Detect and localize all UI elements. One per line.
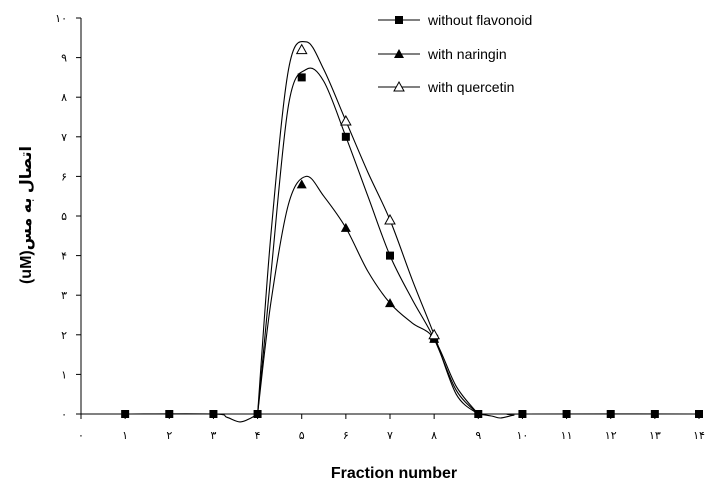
x-tick-label: ۱۱ [561,429,573,442]
y-tick-label: ۳ [61,289,67,302]
legend-label: with quercetin [427,79,514,95]
series-curve [125,413,258,423]
legend-label: without flavonoid [427,12,532,28]
x-tick-label: ۱ [122,429,128,442]
data-point-square [165,410,174,418]
data-point-square [695,410,703,418]
x-tick-label: ۲ [166,429,172,442]
legend-item-with-quercetin: with quercetin [378,79,514,95]
series-curve [478,413,700,419]
series-curves [125,41,700,423]
legend-label: with naringin [427,46,507,62]
x-tick-label: ۵ [299,429,305,442]
data-point-square [209,410,218,418]
data-point-open-triangle [340,114,352,126]
y-axis-ticks: ۰ ۱ ۲ ۳ ۴ ۵ ۶ ۷ ۸ ۹ ۱۰ [55,12,81,421]
y-tick-label: ۱۰ [55,12,67,25]
data-point-square [121,410,130,418]
x-tick-label: ۰ [78,429,84,442]
x-axis-ticks: ۰ ۱ ۲ ۳ ۴ ۵ ۶ ۷ ۸ ۹ ۱۰ ۱۱ ۱۲ ۱۳ ۱۴ [78,414,705,442]
legend: without flavonoid with naringin with que… [378,12,532,95]
data-point-open-triangle [428,328,440,340]
legend-item-without-flavonoid: without flavonoid [378,12,532,28]
x-tick-label: ۳ [210,429,216,442]
data-point-triangle [296,179,307,189]
x-tick-label: ۱۳ [649,429,661,442]
x-tick-label: ۱۲ [605,429,617,442]
data-point-square [474,410,483,418]
series-curve [257,175,479,415]
data-point-square [253,410,262,418]
data-point-square [386,251,394,260]
data-point-square [518,410,527,418]
open-triangle-marker-icon [393,80,405,92]
data-point-square [650,410,659,418]
data-point-open-triangle [384,213,396,225]
y-tick-label: ۶ [61,170,67,183]
x-tick-label: ۶ [343,429,349,442]
data-point-open-triangle [295,43,308,55]
data-point-square [297,73,306,82]
y-tick-label: ۴ [61,250,67,263]
y-axis-title: اتصال به مس(uM) [18,146,35,284]
legend-item-with-naringin: with naringin [378,46,507,62]
y-tick-label: ۷ [61,131,67,144]
y-tick-label: ۵ [61,210,67,223]
y-tick-label: ۹ [61,52,67,65]
series-curve [257,41,479,415]
y-tick-label: ۲ [61,329,67,342]
filled-triangle-marker-icon [394,49,404,58]
x-tick-label: ۱۴ [693,429,705,442]
x-axis-title: Fraction number [331,465,457,482]
series-markers [121,43,703,418]
x-tick-label: ۹ [475,429,481,442]
data-point-square [562,410,571,418]
data-point-square [606,410,615,418]
y-tick-label: ۱ [61,368,67,381]
filled-square-marker-icon [395,16,403,24]
data-point-triangle [385,298,395,308]
x-tick-label: ۷ [387,429,393,442]
x-tick-label: ۸ [431,429,437,442]
data-point-square [341,132,350,141]
data-point-triangle [340,222,351,232]
y-tick-label: ۰ [61,408,67,421]
x-tick-label: ۱۰ [517,429,529,442]
x-tick-label: ۴ [255,429,261,442]
y-tick-label: ۸ [61,91,67,104]
